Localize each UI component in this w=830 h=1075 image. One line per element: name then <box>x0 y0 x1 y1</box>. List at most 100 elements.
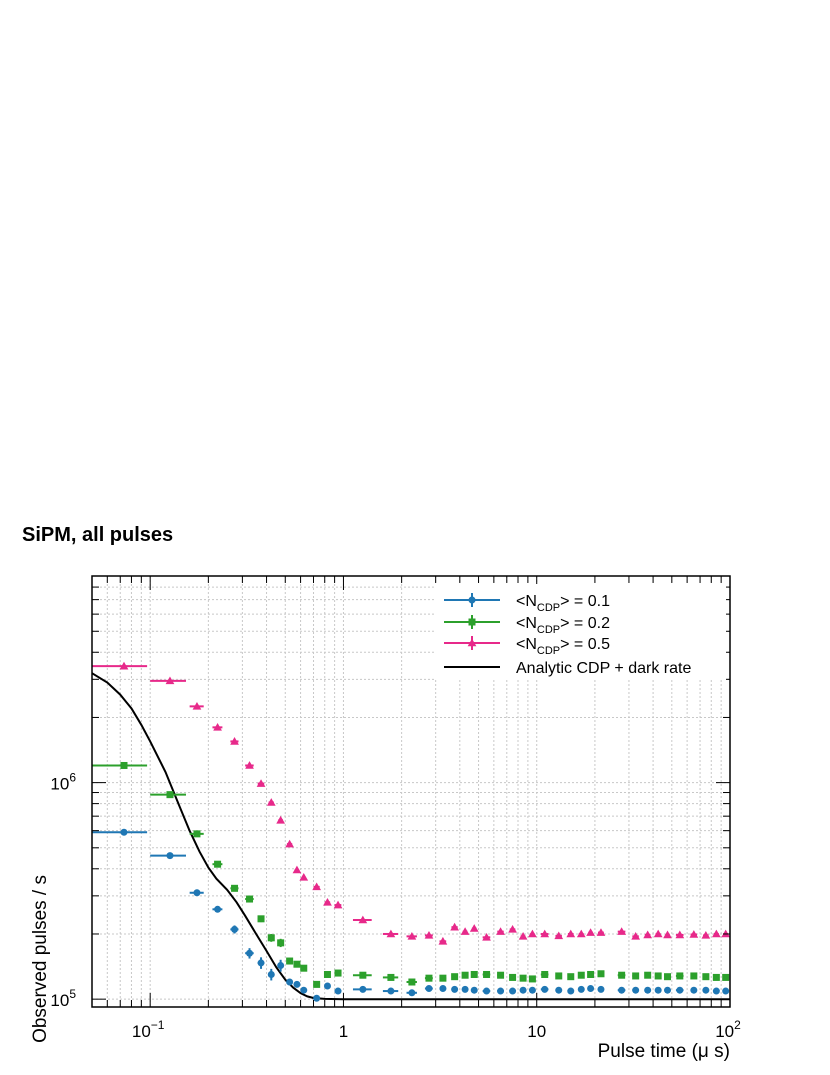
data-point <box>438 936 448 945</box>
data-point <box>676 972 684 980</box>
data-point <box>193 830 201 838</box>
data-point <box>483 987 491 995</box>
data-point <box>231 884 239 892</box>
data-point <box>276 815 286 824</box>
data-point <box>567 973 575 981</box>
data-point <box>214 860 222 868</box>
legend-swatch-marker <box>467 638 477 647</box>
data-point <box>587 970 595 978</box>
data-point <box>509 973 517 981</box>
data-point <box>701 931 711 939</box>
data-point <box>213 722 222 731</box>
data-point <box>721 929 731 938</box>
data-point <box>451 985 459 993</box>
data-point <box>277 939 285 947</box>
data-point <box>300 964 308 972</box>
data-point <box>256 779 266 787</box>
data-point <box>567 987 575 995</box>
data-point <box>286 978 294 986</box>
data-point <box>424 931 434 939</box>
data-point <box>192 701 202 710</box>
data-point <box>285 839 294 848</box>
data-point <box>654 972 662 980</box>
data-point <box>293 980 301 988</box>
data-point <box>482 932 491 941</box>
data-point <box>246 949 254 957</box>
x-tick-label: 10 <box>527 1022 546 1041</box>
data-point <box>231 925 239 933</box>
data-point <box>166 852 174 860</box>
plot-frame <box>91 575 731 1008</box>
data-point <box>508 925 517 933</box>
data-point <box>509 987 517 995</box>
data-point <box>359 985 367 993</box>
data-point <box>407 931 417 940</box>
data-point <box>450 922 459 931</box>
data-point <box>690 972 698 980</box>
data-point <box>631 931 641 940</box>
y-axis-label: Observed pulses / s <box>30 875 51 1043</box>
data-point <box>277 962 285 970</box>
data-point <box>632 986 640 994</box>
data-point <box>408 978 416 986</box>
data-point <box>299 873 309 881</box>
data-point <box>257 959 265 967</box>
legend-label-2: <NCDP> = 0.2 <box>516 615 610 636</box>
data-point <box>246 895 254 903</box>
data-point <box>469 924 479 932</box>
data-point <box>576 929 586 938</box>
data-point <box>230 737 239 745</box>
data-point <box>334 969 342 977</box>
data-point <box>166 791 174 799</box>
legend-label-4: Analytic CDP + dark rate <box>516 660 691 677</box>
data-point <box>286 957 294 965</box>
data-point <box>528 986 536 994</box>
data-point <box>323 982 331 990</box>
data-point <box>120 761 128 769</box>
data-point <box>690 986 698 994</box>
data-point <box>689 930 699 938</box>
data-point <box>596 928 606 936</box>
data-point <box>386 929 396 938</box>
data-point <box>540 929 550 938</box>
data-point <box>664 973 672 981</box>
data-point <box>586 928 595 936</box>
data-point <box>722 973 730 981</box>
data-point <box>712 987 720 995</box>
data-point <box>644 971 652 979</box>
data-point <box>387 973 395 981</box>
data-point <box>359 971 367 979</box>
series-2-points <box>92 761 730 988</box>
chart-title: SiPM, all pulses <box>22 524 174 546</box>
data-point <box>722 987 730 995</box>
data-point <box>497 987 505 995</box>
y-tick-label: 106 <box>50 771 76 794</box>
series-3-points <box>92 661 731 945</box>
data-point <box>496 927 505 935</box>
data-point <box>408 989 416 997</box>
data-point <box>323 970 331 978</box>
x-axis-label: Pulse time (μ s) <box>598 1041 730 1062</box>
data-point <box>470 970 478 978</box>
data-point <box>293 960 301 968</box>
axes-frame <box>91 575 731 1008</box>
data-point <box>597 985 605 993</box>
data-point <box>439 974 447 982</box>
data-point <box>214 905 222 913</box>
data-point <box>334 987 342 995</box>
data-point <box>165 676 175 685</box>
data-point <box>193 889 201 897</box>
data-point <box>528 929 537 938</box>
analytic-curve-layer <box>91 672 730 1001</box>
data-point <box>312 882 322 891</box>
data-point <box>333 900 343 909</box>
data-point <box>541 970 549 978</box>
data-point <box>439 985 447 993</box>
data-point <box>618 986 626 994</box>
x-tick-label: 10−1 <box>132 1018 165 1041</box>
data-point <box>653 929 663 938</box>
data-point <box>387 987 395 995</box>
data-point <box>497 971 505 979</box>
data-point <box>554 931 564 940</box>
